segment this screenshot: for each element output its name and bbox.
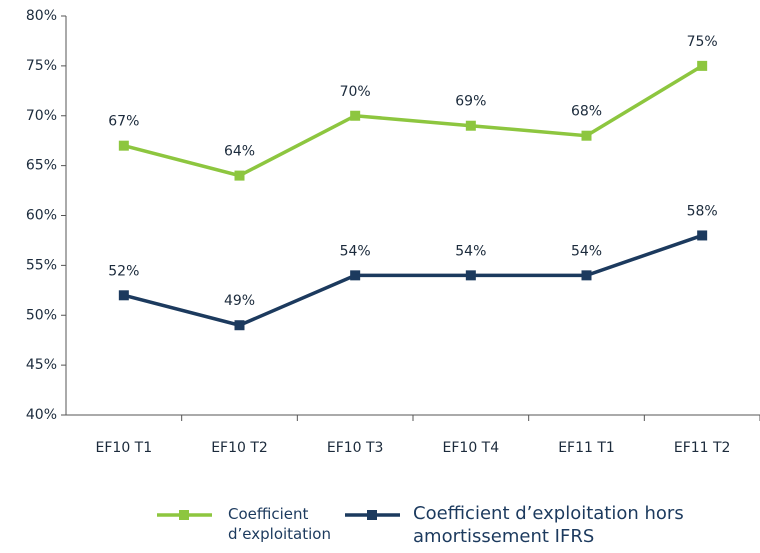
data-label: 69% (455, 94, 486, 110)
x-tick-label: EF10 T2 (211, 440, 268, 456)
point (465, 120, 476, 131)
legend-marker (367, 510, 377, 520)
data-label: 68% (571, 104, 602, 120)
y-tick-label: 80% (26, 8, 57, 24)
point (350, 110, 361, 121)
legend-label: Coefficient d’exploitation hors amortiss… (413, 503, 684, 548)
legend-marker (179, 510, 189, 520)
point (234, 170, 245, 181)
x-tick-label: EF10 T3 (327, 440, 384, 456)
y-tick-label: 60% (26, 208, 57, 224)
x-tick-label: EF11 T1 (558, 440, 615, 456)
legend-label: Coefficient d’exploitation (228, 505, 331, 543)
data-label: 67% (108, 114, 139, 130)
data-label: 70% (340, 84, 371, 100)
point (697, 230, 708, 241)
y-tick-label: 40% (26, 407, 57, 423)
y-tick-label: 70% (26, 108, 57, 124)
point (118, 140, 129, 151)
point (350, 270, 361, 281)
point (581, 130, 592, 141)
series-line (123, 64, 704, 178)
data-label: 75% (687, 34, 718, 50)
y-tick-label: 75% (26, 58, 57, 74)
data-label: 54% (571, 243, 602, 259)
y-tick-label: 50% (26, 307, 57, 323)
point (697, 60, 708, 71)
point (465, 270, 476, 281)
data-label: 64% (224, 144, 255, 160)
data-label: 54% (455, 243, 486, 259)
point (234, 320, 245, 331)
y-tick-label: 65% (26, 158, 57, 174)
series-line (123, 233, 703, 328)
data-label: 49% (224, 293, 255, 309)
data-label: 58% (687, 203, 718, 219)
point (118, 290, 129, 301)
data-label: 54% (340, 243, 371, 259)
data-label: 52% (108, 263, 139, 279)
point (581, 270, 592, 281)
x-tick-label: EF11 T2 (674, 440, 731, 456)
y-tick-label: 55% (26, 257, 57, 273)
x-tick-label: EF10 T1 (96, 440, 153, 456)
x-tick-label: EF10 T4 (443, 440, 500, 456)
y-tick-label: 45% (26, 357, 57, 373)
